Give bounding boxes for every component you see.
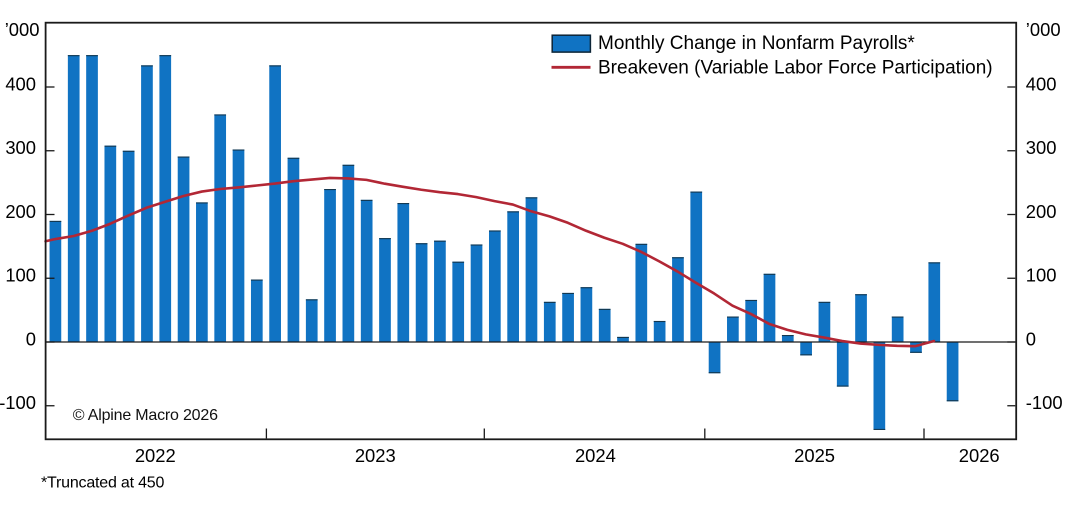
svg-text:300: 300 — [1026, 137, 1057, 158]
svg-text:100: 100 — [5, 265, 36, 286]
svg-text:2025: 2025 — [794, 445, 835, 466]
svg-text:2023: 2023 — [355, 445, 396, 466]
svg-text:0: 0 — [26, 328, 36, 349]
svg-text:-100: -100 — [1026, 392, 1063, 413]
svg-text:400: 400 — [1026, 73, 1057, 94]
svg-text:2024: 2024 — [575, 445, 616, 466]
svg-text:200: 200 — [1026, 201, 1057, 222]
svg-text:*Truncated at 450: *Truncated at 450 — [41, 475, 165, 492]
svg-text:200: 200 — [5, 201, 36, 222]
svg-text:Breakeven (Variable Labor Forc: Breakeven (Variable Labor Force Particip… — [598, 58, 993, 79]
svg-text:400: 400 — [5, 73, 36, 94]
svg-text:Monthly Change in Nonfarm Payr: Monthly Change in Nonfarm Payrolls* — [598, 33, 915, 54]
svg-text:2022: 2022 — [135, 445, 176, 466]
svg-text:© Alpine Macro 2026: © Alpine Macro 2026 — [73, 407, 218, 424]
svg-text:0: 0 — [1026, 328, 1036, 349]
svg-text:’000: ’000 — [1026, 19, 1061, 40]
svg-text:-100: -100 — [0, 392, 36, 413]
svg-text:100: 100 — [1026, 265, 1057, 286]
svg-text:2026: 2026 — [959, 445, 1000, 466]
svg-text:’000: ’000 — [5, 19, 40, 40]
svg-text:300: 300 — [5, 137, 36, 158]
